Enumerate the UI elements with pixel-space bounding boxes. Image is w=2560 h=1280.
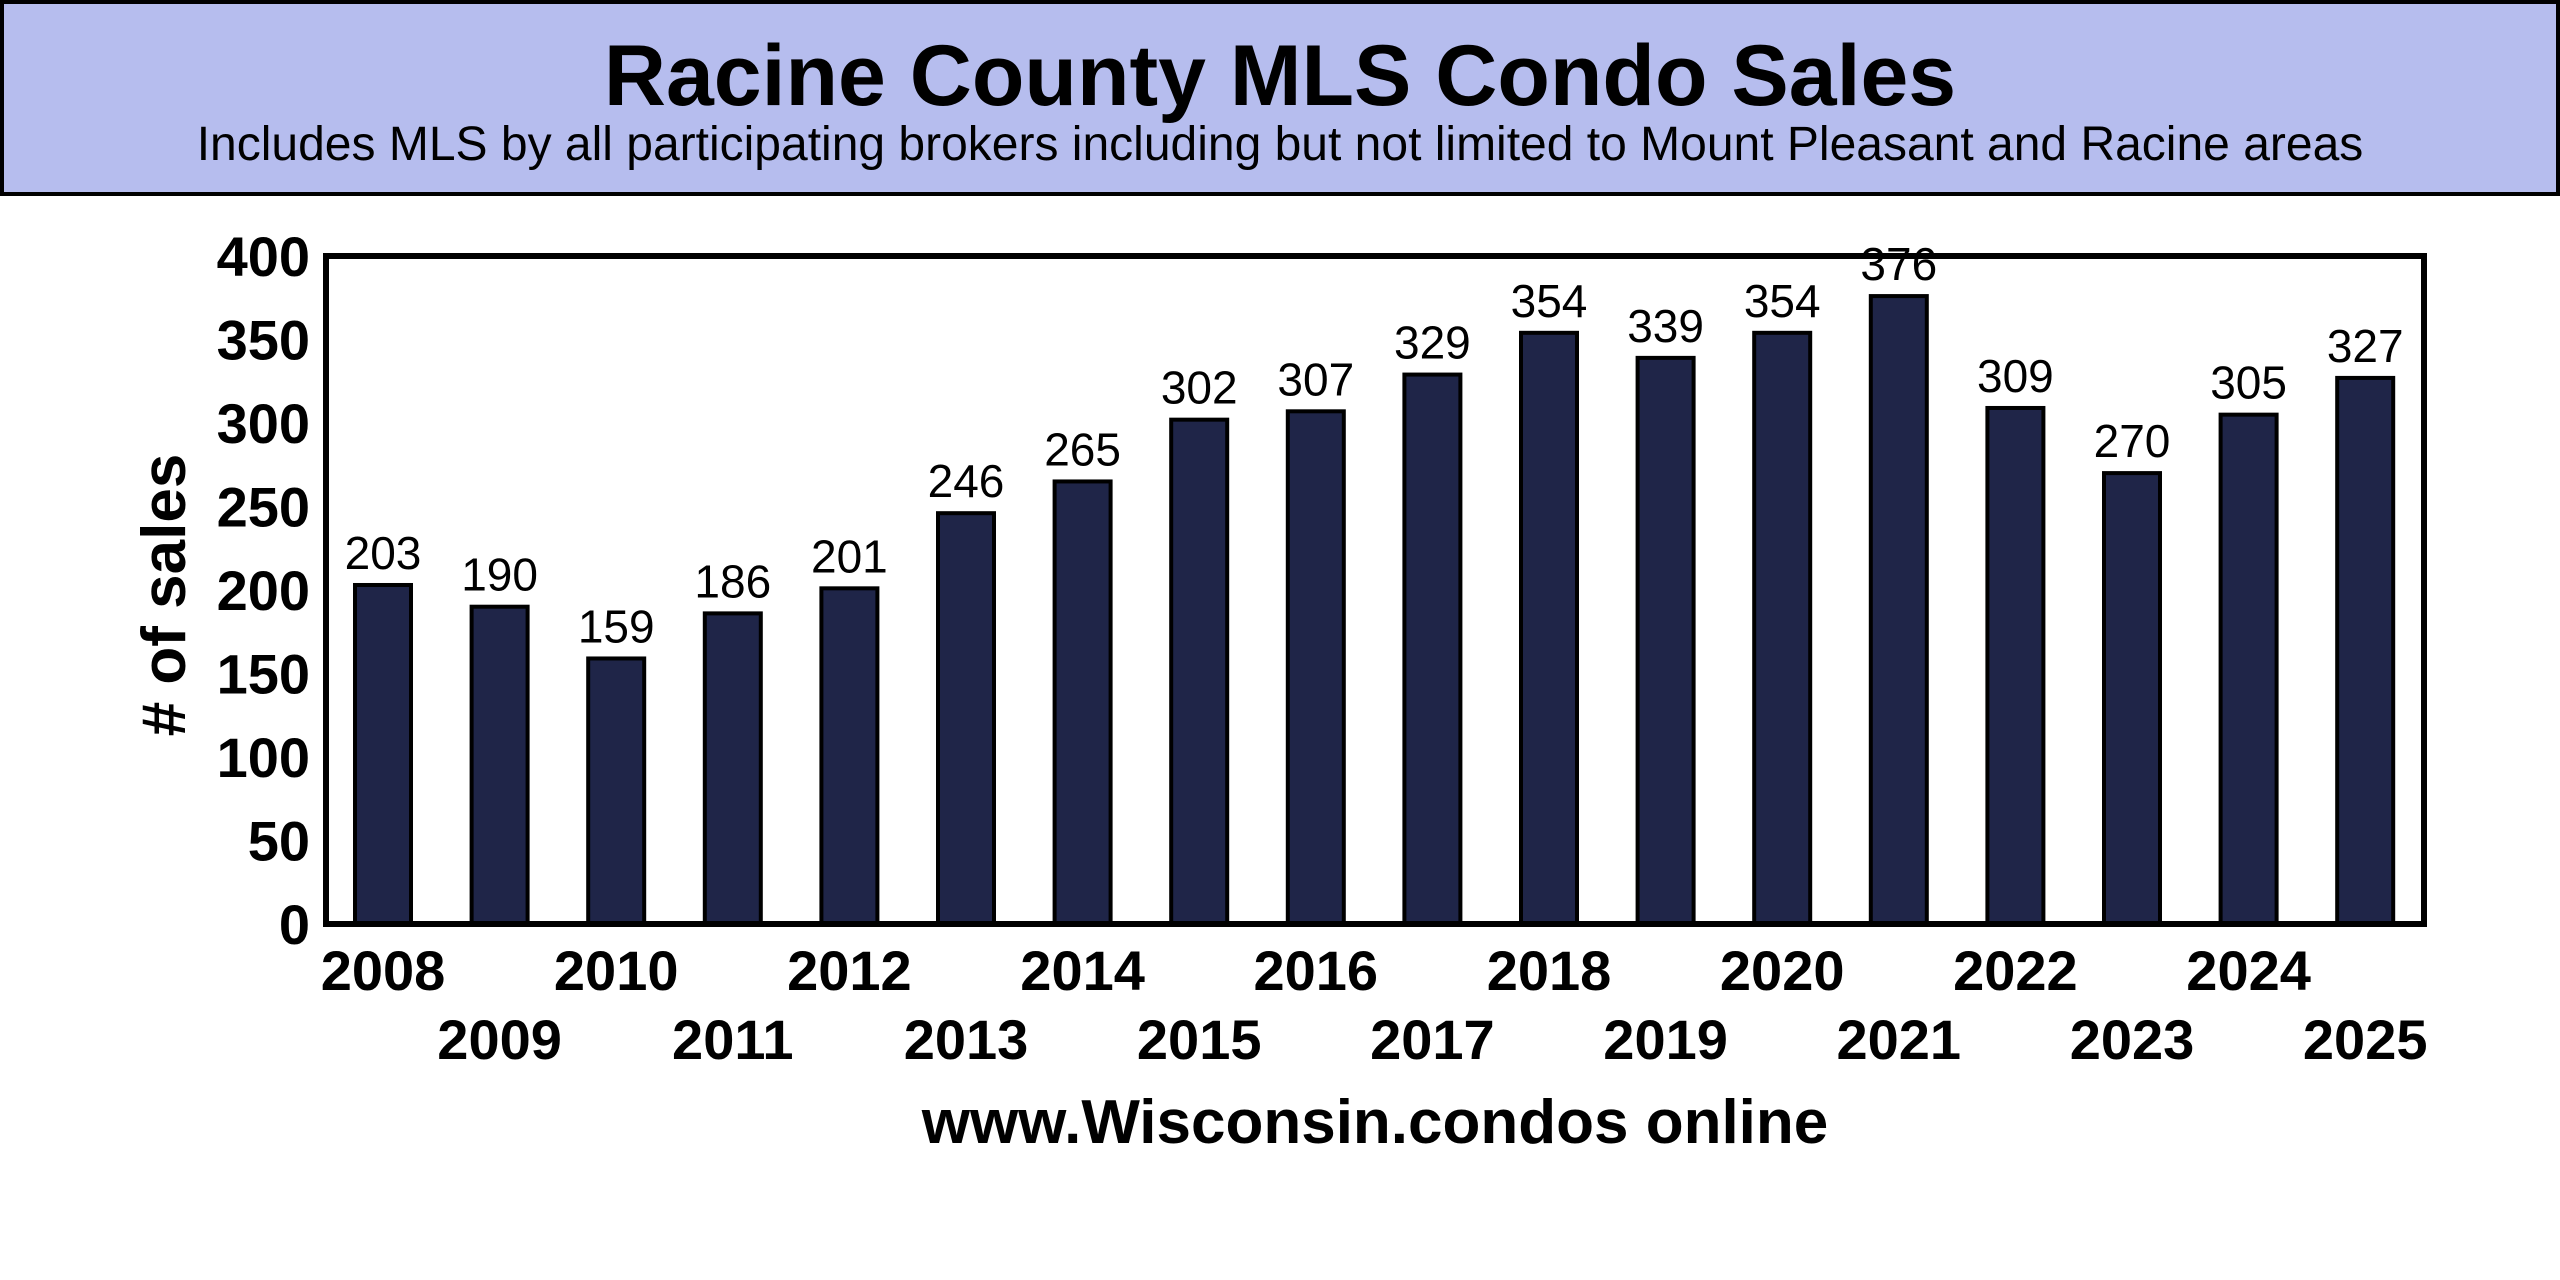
x-tick-label: 2009 [437, 1008, 562, 1071]
x-tick-label: 2022 [1953, 939, 2078, 1002]
y-tick-label: 0 [279, 893, 310, 956]
bar [819, 586, 880, 927]
x-tick-label: 2015 [1137, 1008, 1262, 1071]
source-footer: www.Wisconsin.condos online [921, 1088, 1829, 1157]
bar [586, 656, 647, 926]
chart-title: Racine County MLS Condo Sales [604, 28, 1956, 124]
bar [1285, 409, 1346, 926]
data-label: 190 [461, 549, 538, 601]
x-tick-label: 2017 [1370, 1008, 1495, 1071]
y-tick-label: 100 [217, 726, 310, 789]
data-label: 203 [345, 527, 422, 579]
bar [2218, 412, 2279, 926]
x-tick-label: 2024 [2186, 939, 2311, 1002]
bars [353, 294, 2396, 927]
data-label: 327 [2327, 320, 2404, 372]
data-label: 329 [1394, 317, 1471, 369]
data-label: 354 [1744, 275, 1821, 327]
y-axis-ticks: 0 50 100 150 200 250 300 350 400 [217, 225, 310, 956]
data-label: 302 [1161, 362, 1238, 414]
bar [469, 604, 530, 926]
y-tick-label: 200 [217, 559, 310, 622]
y-tick-label: 150 [217, 643, 310, 706]
data-label: 246 [928, 455, 1005, 507]
x-tick-label: 2018 [1487, 939, 1612, 1002]
bar [1169, 417, 1230, 926]
data-label: 307 [1277, 353, 1354, 405]
x-tick-label: 2008 [321, 939, 446, 1002]
x-tick-label: 2014 [1020, 939, 1145, 1002]
header-banner [0, 0, 2560, 196]
data-labels: 203 190 159 186 201 246 265 302 307 329 354 339 354 3… [345, 238, 2404, 652]
bar [1052, 479, 1113, 926]
data-label: 270 [2094, 415, 2171, 467]
chart-subtitle: Includes MLS by all participating broker… [197, 118, 2364, 171]
bar [2102, 471, 2162, 926]
y-tick-label: 400 [217, 225, 310, 288]
bar [1985, 405, 2046, 927]
y-tick-label: 300 [217, 392, 310, 455]
x-tick-label: 2013 [904, 1008, 1029, 1071]
bar [1752, 330, 1813, 926]
bar [353, 582, 413, 926]
data-label: 186 [694, 555, 771, 607]
data-label: 265 [1044, 423, 1121, 475]
data-label: 159 [578, 600, 655, 652]
x-tick-label: 2012 [787, 939, 912, 1002]
data-label: 305 [2210, 357, 2287, 409]
x-tick-label: 2011 [672, 1008, 794, 1071]
data-label: 339 [1627, 300, 1704, 352]
x-axis-ticks: 2008200920102011201220132014201520162017… [321, 939, 2428, 1071]
y-axis-label: # of sales [130, 454, 199, 737]
data-label: 354 [1511, 275, 1588, 327]
x-tick-label: 2021 [1837, 1008, 1962, 1071]
bar [2335, 375, 2396, 927]
y-tick-label: 250 [217, 476, 310, 539]
bar [1868, 294, 1929, 926]
x-tick-label: 2016 [1254, 939, 1379, 1002]
y-tick-label: 350 [217, 309, 310, 372]
x-tick-label: 2025 [2303, 1008, 2428, 1071]
bar [1635, 355, 1696, 926]
x-tick-label: 2019 [1603, 1008, 1728, 1071]
bar [702, 611, 763, 926]
x-tick-label: 2020 [1720, 939, 1845, 1002]
bar [1402, 372, 1463, 926]
data-label: 376 [1860, 238, 1937, 290]
x-tick-label: 2010 [554, 939, 679, 1002]
y-tick-label: 50 [248, 810, 310, 873]
data-label: 309 [1977, 350, 2054, 402]
bar [936, 511, 996, 926]
plot-frame [323, 253, 2427, 927]
data-label: 201 [811, 530, 888, 582]
x-tick-label: 2023 [2070, 1008, 2195, 1071]
bar [1519, 330, 1579, 926]
